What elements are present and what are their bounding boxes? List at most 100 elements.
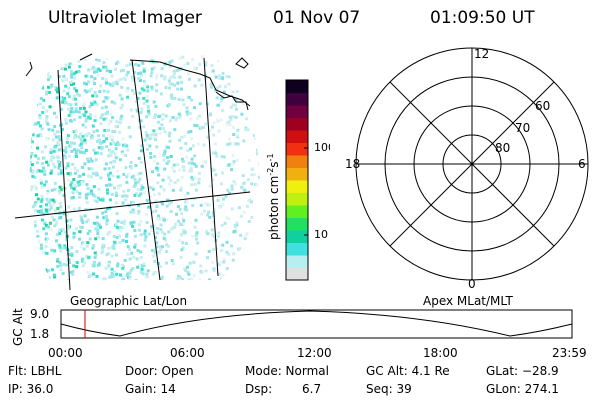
speckle	[66, 89, 70, 93]
speckle	[94, 227, 98, 231]
speckle	[105, 253, 109, 257]
speckle	[47, 78, 50, 82]
speckle	[49, 206, 53, 210]
speckle	[45, 197, 49, 201]
speckle	[92, 130, 96, 134]
speckle	[228, 115, 232, 119]
speckle	[105, 222, 109, 226]
speckle	[136, 188, 140, 192]
speckle	[39, 209, 43, 213]
speckle	[36, 251, 40, 255]
speckle	[97, 187, 101, 191]
speckle	[257, 176, 261, 179]
speckle	[87, 132, 91, 135]
speckle	[240, 260, 244, 264]
speckle	[145, 137, 149, 140]
speckle	[30, 73, 33, 77]
speckle	[159, 185, 163, 189]
speckle	[256, 148, 259, 152]
speckle	[217, 196, 221, 200]
speckle	[153, 271, 157, 274]
speckle	[92, 79, 96, 83]
speckle	[125, 274, 129, 277]
speckle	[153, 248, 157, 252]
speckle	[228, 123, 232, 127]
speckle	[193, 162, 196, 166]
speckle	[43, 221, 47, 225]
speckle	[136, 211, 140, 215]
gain-readout: Gain: 14	[125, 382, 176, 396]
speckle	[29, 247, 33, 250]
speckle	[243, 260, 247, 264]
speckle	[190, 98, 194, 102]
speckle	[129, 108, 133, 112]
speckle	[86, 271, 90, 275]
speckle	[202, 209, 206, 213]
speckle	[149, 133, 153, 137]
speckle	[218, 130, 221, 134]
dsp-value: 6.7	[302, 382, 322, 396]
speckle	[119, 78, 123, 82]
speckle	[78, 115, 82, 119]
speckle	[206, 135, 210, 139]
speckle	[249, 262, 253, 266]
speckle	[32, 270, 36, 274]
time-tick-1200: 12:00	[297, 346, 332, 360]
speckle	[45, 117, 49, 121]
speckle	[96, 140, 99, 144]
speckle	[85, 196, 88, 200]
speckle	[221, 109, 225, 113]
speckle	[225, 267, 229, 271]
speckle	[58, 135, 62, 138]
speckle	[245, 232, 249, 235]
speckle	[212, 248, 216, 251]
speckle	[67, 154, 71, 158]
speckle	[104, 78, 108, 82]
speckle	[110, 254, 114, 258]
speckle	[84, 117, 88, 121]
speckle	[70, 107, 74, 110]
speckle	[35, 273, 39, 277]
speckle	[29, 93, 33, 97]
colorbar-tick-label-100: 100	[314, 141, 330, 154]
speckle	[250, 95, 254, 99]
speckle	[182, 168, 186, 172]
time-tick-2359: 23:59	[552, 346, 587, 360]
speckle	[44, 57, 48, 61]
speckle	[124, 153, 128, 157]
speckle	[69, 218, 73, 222]
speckle	[140, 144, 144, 148]
speckle	[36, 161, 40, 165]
speckle	[120, 150, 124, 154]
speckle	[220, 97, 224, 100]
speckle	[129, 161, 133, 164]
speckle	[218, 74, 221, 78]
speckle	[67, 258, 71, 262]
speckle	[64, 101, 67, 105]
speckle	[70, 253, 74, 257]
speckle	[99, 225, 102, 229]
speckle	[126, 203, 130, 207]
speckle	[131, 208, 135, 212]
speckle	[74, 97, 78, 101]
speckle	[251, 92, 255, 96]
lat-label-80: 80	[495, 141, 510, 155]
speckle	[128, 275, 132, 279]
speckle	[189, 166, 193, 170]
speckle	[94, 237, 98, 241]
speckle	[202, 160, 206, 164]
speckle	[75, 250, 79, 254]
speckle	[74, 70, 78, 74]
speckle	[213, 142, 217, 146]
speckle	[160, 277, 164, 280]
altitude-y-max: 9.0	[30, 307, 49, 321]
speckle	[149, 60, 153, 64]
lat-label-70: 70	[515, 121, 530, 135]
speckle	[113, 101, 117, 105]
speckle	[73, 76, 77, 80]
speckle	[39, 181, 43, 185]
speckle	[101, 237, 105, 241]
speckle	[234, 142, 238, 146]
speckle	[193, 84, 197, 88]
speckle	[227, 75, 231, 79]
